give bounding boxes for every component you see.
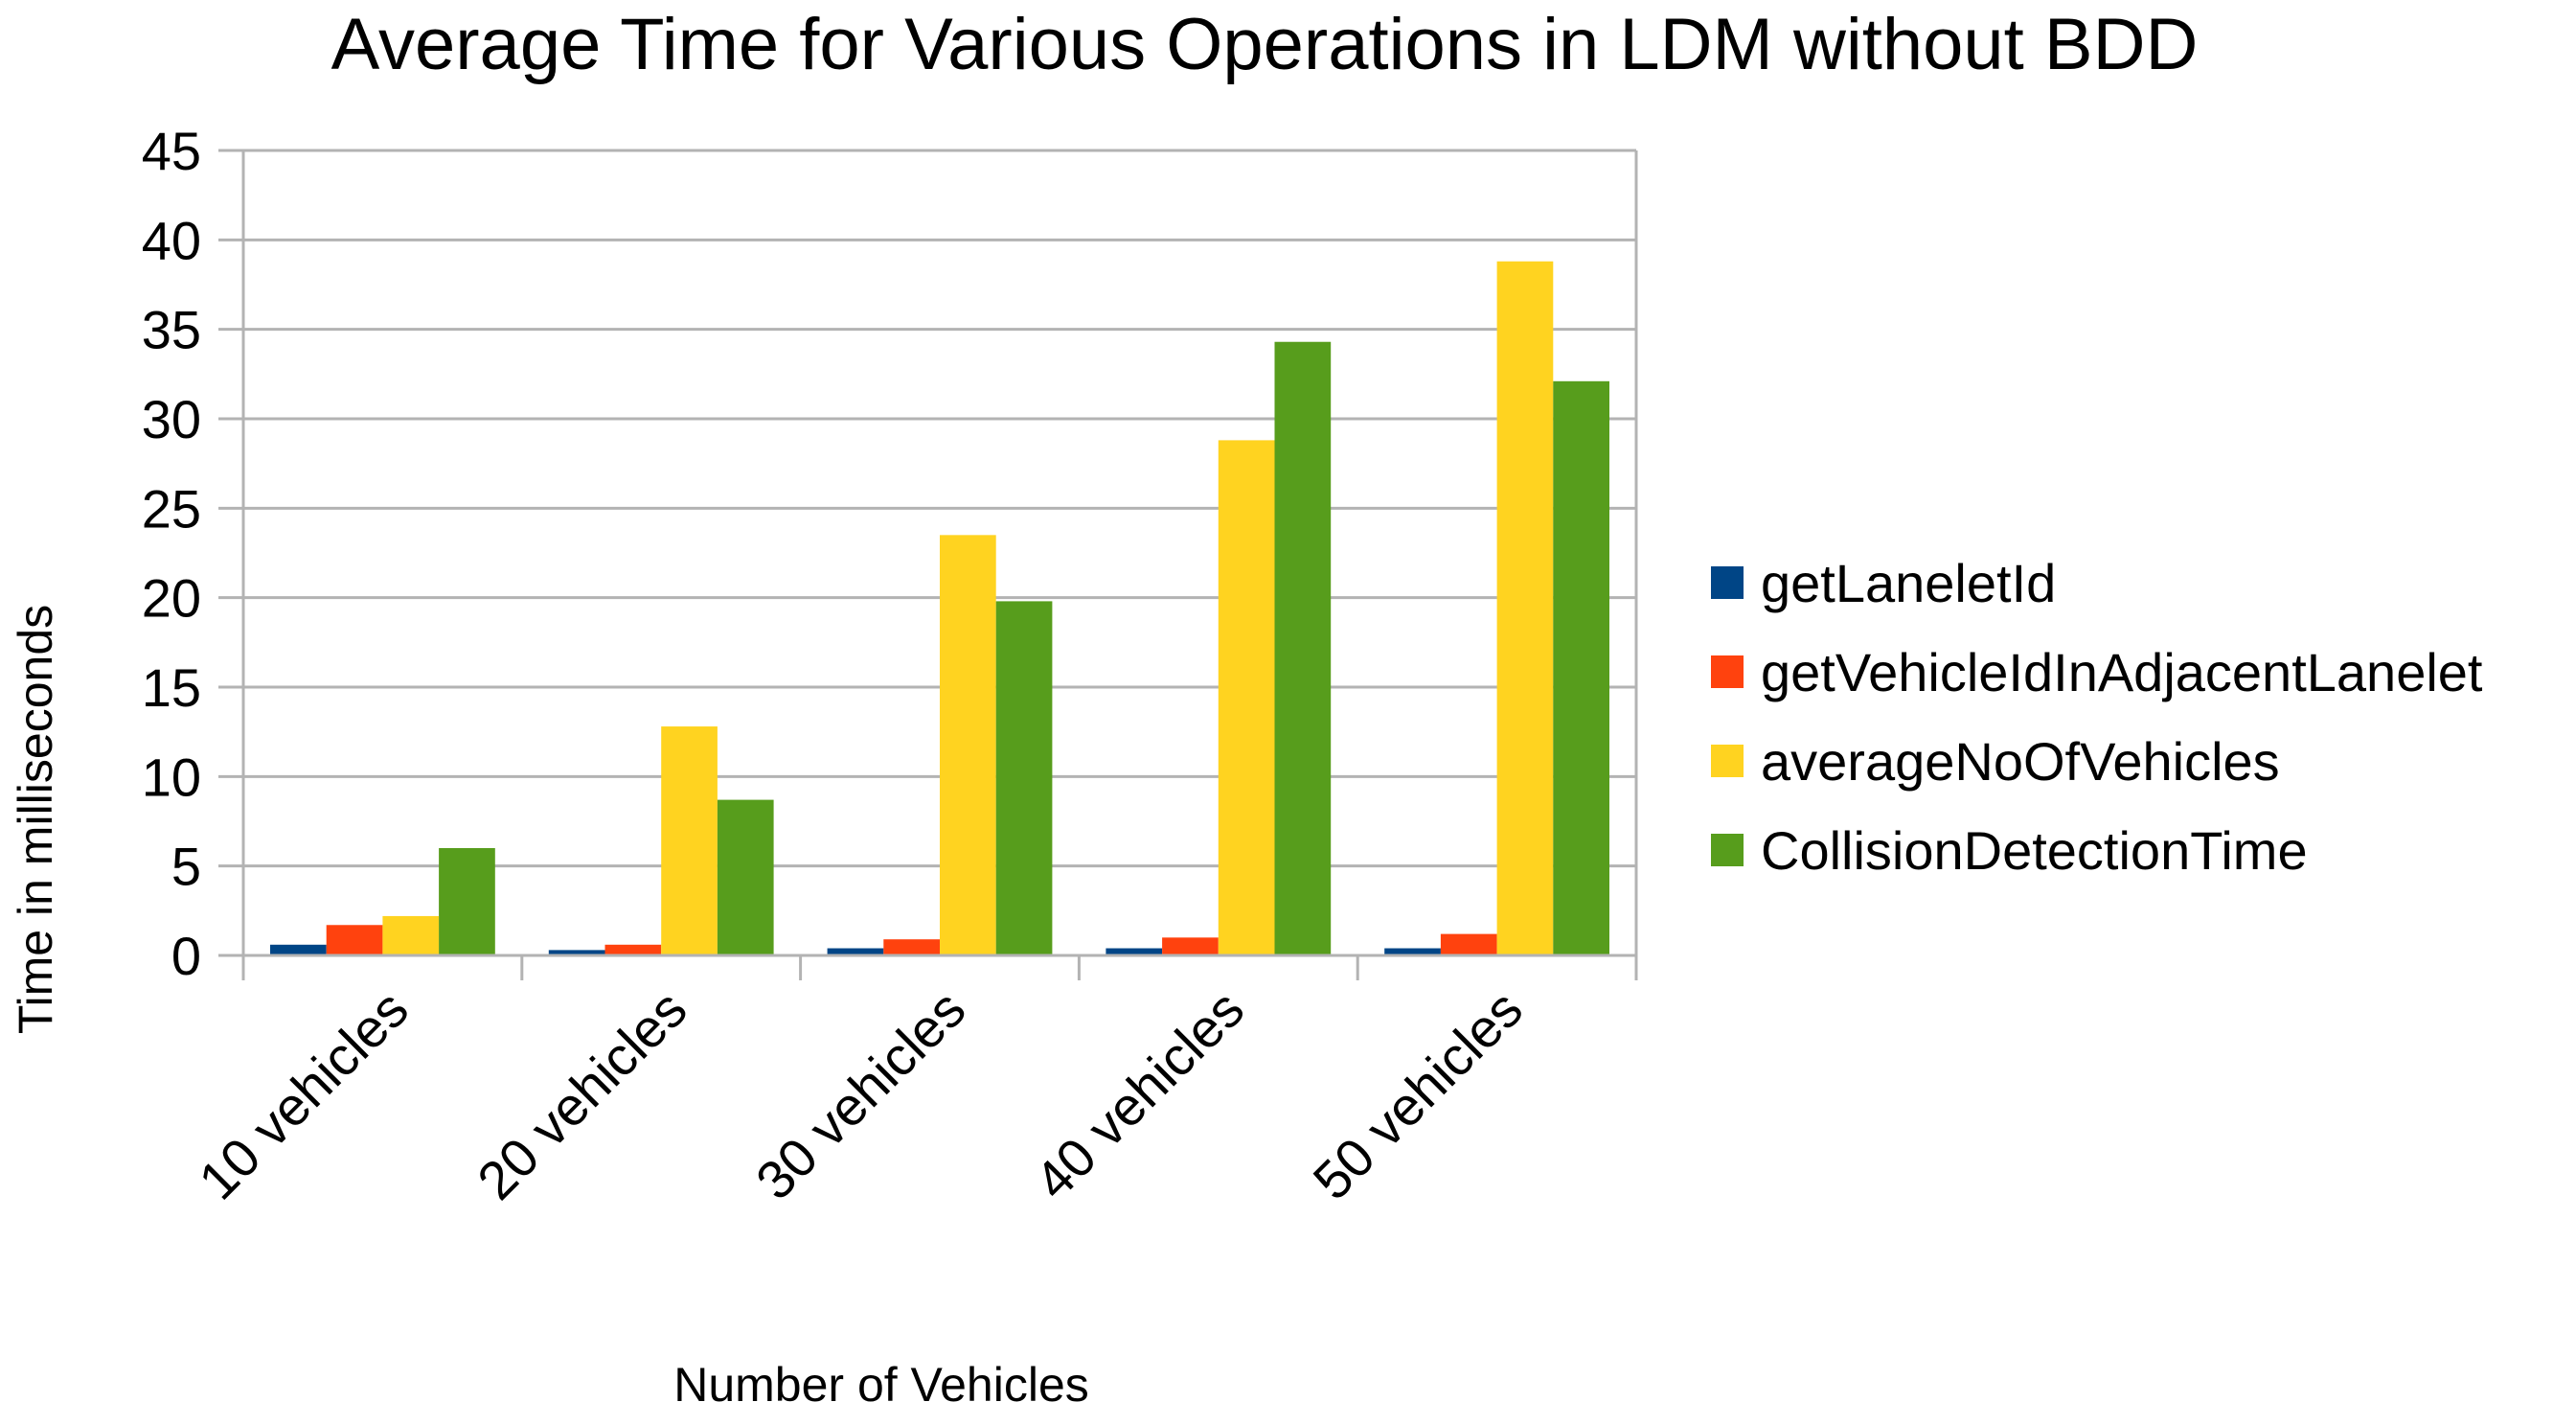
bar-averageNoOfVehicles-1: [661, 726, 718, 955]
bar-getLaneletId-1: [548, 950, 605, 955]
bar-getVehicleIdInAdjacentLanelet-4: [1440, 933, 1497, 955]
y-axis-title: Time in milliseconds: [9, 605, 62, 1034]
x-tick-label: 40 vehicles: [1023, 978, 1256, 1211]
y-tick-label: 0: [171, 926, 201, 986]
legend-label-averageNoOfVehicles: averageNoOfVehicles: [1761, 731, 2280, 792]
legend-label-getVehicleIdInAdjacentLanelet: getVehicleIdInAdjacentLanelet: [1761, 642, 2483, 702]
legend-swatch-getLaneletId: [1711, 566, 1744, 599]
bar-getLaneletId-2: [827, 948, 884, 955]
y-tick-label: 45: [142, 121, 201, 181]
legend: getLaneletId getVehicleIdInAdjacentLanele…: [1711, 553, 2483, 881]
y-tick-label: 20: [142, 568, 201, 629]
legend-label-CollisionDetectionTime: CollisionDetectionTime: [1761, 820, 2308, 881]
legend-swatch-CollisionDetectionTime: [1711, 834, 1744, 866]
bar-getVehicleIdInAdjacentLanelet-0: [326, 925, 383, 955]
bar-averageNoOfVehicles-2: [940, 535, 996, 955]
bar-CollisionDetectionTime-1: [717, 799, 774, 955]
bar-getLaneletId-0: [270, 944, 327, 955]
legend-label-getLaneletId: getLaneletId: [1761, 553, 2056, 613]
bar-averageNoOfVehicles-4: [1496, 261, 1554, 955]
bar-CollisionDetectionTime-3: [1274, 341, 1332, 955]
y-tick-label: 35: [142, 300, 201, 360]
x-tick-label: 10 vehicles: [187, 978, 420, 1211]
bar-getVehicleIdInAdjacentLanelet-3: [1162, 937, 1219, 955]
legend-swatch-averageNoOfVehicles: [1711, 745, 1744, 777]
bar-CollisionDetectionTime-4: [1553, 380, 1609, 955]
axes: [218, 149, 1638, 980]
x-tick-label: 50 vehicles: [1301, 978, 1534, 1211]
bar-CollisionDetectionTime-2: [995, 601, 1053, 955]
x-tick-label: 20 vehicles: [466, 978, 698, 1211]
y-tick-label: 15: [142, 657, 201, 718]
bar-averageNoOfVehicles-0: [382, 915, 440, 955]
x-tick-label: 30 vehicles: [744, 978, 977, 1211]
y-tick-label: 30: [142, 389, 201, 449]
y-tick-label: 10: [142, 747, 201, 807]
bar-getLaneletId-4: [1384, 948, 1441, 955]
x-tick-labels: 10 vehicles 20 vehicles 30 vehicles 40 vehi…: [187, 978, 1534, 1211]
bar-getVehicleIdInAdjacentLanelet-2: [883, 939, 940, 955]
bar-getLaneletId-3: [1106, 948, 1163, 955]
y-tick-label: 5: [171, 837, 201, 897]
bars: [270, 261, 1609, 955]
bar-CollisionDetectionTime-0: [439, 848, 495, 955]
legend-swatch-getVehicleIdInAdjacentLanelet: [1711, 655, 1744, 688]
bar-averageNoOfVehicles-3: [1218, 440, 1275, 955]
x-axis-title: Number of Vehicles: [673, 1358, 1089, 1412]
y-tick-label: 25: [142, 478, 201, 539]
y-tick-label: 40: [142, 210, 201, 270]
y-tick-labels: 0 5 10 15 20 25 30 35 40 45: [142, 121, 201, 986]
bar-getVehicleIdInAdjacentLanelet-1: [604, 944, 662, 955]
chart-title: Average Time for Various Operations in L…: [331, 4, 2199, 85]
